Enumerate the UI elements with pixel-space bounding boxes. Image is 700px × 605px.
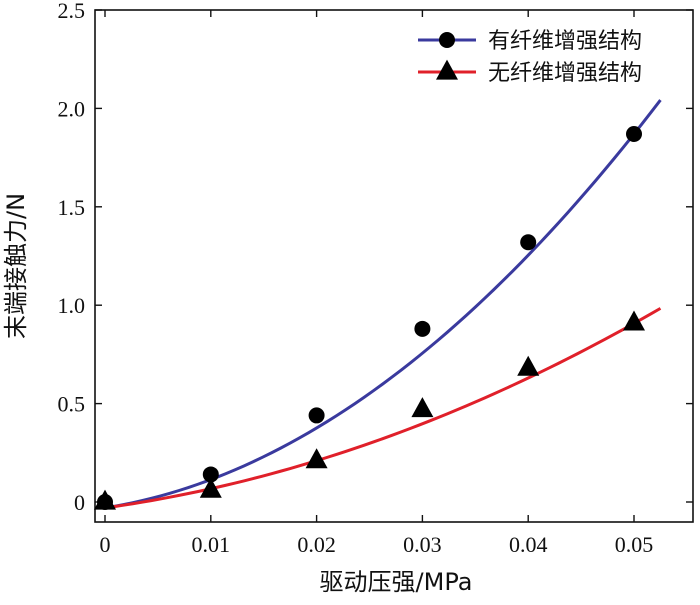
fit-line-series-0 [104, 99, 662, 510]
y-tick-label: 0 [74, 490, 85, 515]
plot-frame [94, 9, 694, 523]
data-point-circle [626, 125, 642, 142]
y-axis-title: 末端接触力/N [2, 193, 30, 339]
x-tick-label: 0 [100, 532, 111, 557]
fit-curves [104, 99, 662, 510]
fit-line-series-1 [104, 307, 662, 510]
data-point-circle [414, 320, 431, 337]
legend-label: 无纤维增强结构 [488, 61, 642, 86]
data-point-triangle [517, 355, 540, 376]
data-point-circle [520, 234, 537, 251]
y-tick-label: 0.5 [58, 392, 86, 417]
x-tick-label: 0.04 [509, 532, 548, 557]
data-point-triangle [94, 489, 116, 510]
data-point-circle [308, 407, 325, 424]
y-tick-label: 1.0 [58, 293, 86, 318]
ticks: 0 0.01 0.02 0.03 0.04 0.05 0 0.5 1.0 1.5 2.0 2.5 [58, 0, 693, 557]
y-tick-label: 1.5 [58, 195, 86, 220]
x-tick-label: 0.01 [192, 532, 231, 557]
data-markers [94, 125, 645, 510]
y-tick-label: 2.5 [58, 0, 86, 23]
x-tick-label: 0.05 [615, 532, 654, 557]
data-point-triangle [305, 448, 328, 469]
data-point-triangle [199, 477, 222, 498]
x-tick-label: 0.02 [297, 532, 336, 557]
data-point-triangle [623, 310, 645, 331]
data-point-triangle [411, 397, 434, 418]
legend-marker-circle [439, 32, 455, 48]
y-tick-label: 2.0 [58, 96, 86, 121]
x-tick-label: 0.03 [403, 532, 442, 557]
legend-label: 有纤维增强结构 [488, 29, 642, 54]
x-axis-title: 驱动压强/MPa [320, 568, 473, 596]
legend-marker-triangle [436, 59, 458, 80]
data-point-circle [202, 466, 219, 483]
